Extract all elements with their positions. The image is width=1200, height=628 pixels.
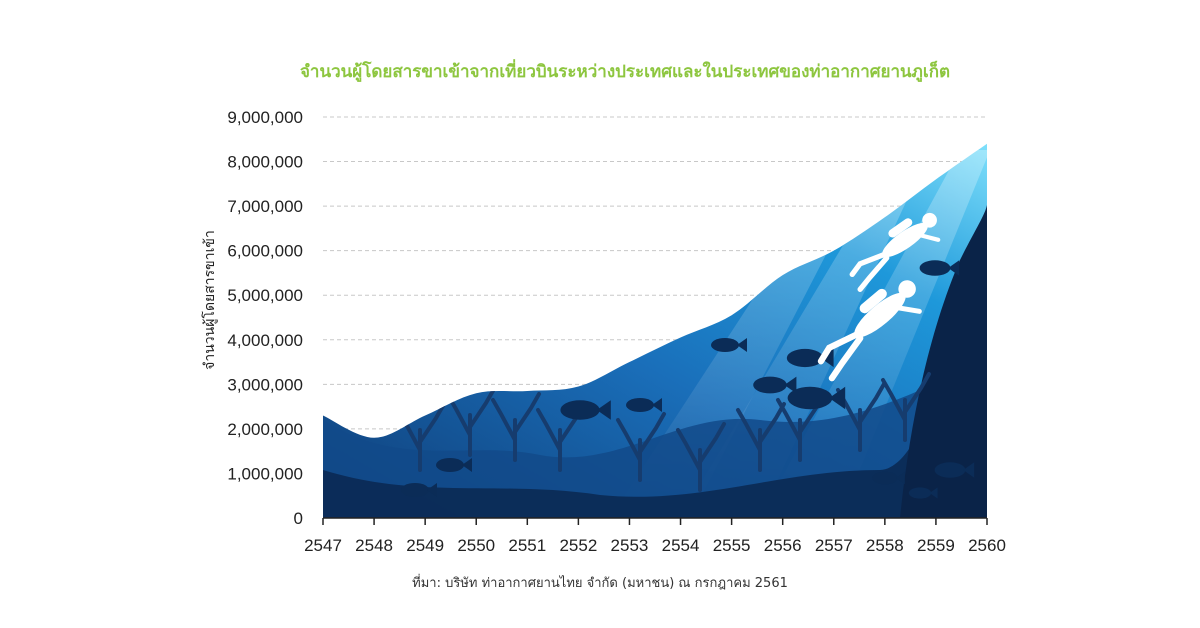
x-tick-label: 2550 <box>457 536 495 555</box>
fish-icon <box>711 338 747 352</box>
x-tick-label: 2549 <box>406 536 444 555</box>
fish-icon <box>787 386 846 410</box>
fish-icon <box>436 458 472 472</box>
diver-icon <box>849 212 941 293</box>
fish-icon <box>626 398 662 412</box>
fish-icon <box>753 376 797 394</box>
coral-icon <box>881 372 931 442</box>
x-tick-label: 2551 <box>508 536 546 555</box>
rock-cliff <box>900 205 987 518</box>
fish-icon <box>872 471 905 485</box>
x-tick-label: 2559 <box>917 536 955 555</box>
x-tick-label: 2548 <box>355 536 393 555</box>
y-tick-label: 1,000,000 <box>227 464 303 483</box>
coral-icon <box>736 402 786 472</box>
x-tick-label: 2555 <box>713 536 751 555</box>
fish-icon <box>786 348 834 368</box>
axes <box>322 517 988 525</box>
x-tick-label: 2560 <box>968 536 1006 555</box>
x-tick-label: 2554 <box>662 536 700 555</box>
x-tick-label: 2553 <box>611 536 649 555</box>
coral-icon <box>776 392 826 462</box>
coral-icon <box>616 412 666 482</box>
fish-icon <box>919 260 960 276</box>
tick-labels: 0 1,000,000 2,000,000 3,000,000 4,000,000 5,0… <box>227 108 1006 555</box>
underwater-decoration <box>323 150 987 518</box>
y-tick-label: 4,000,000 <box>227 331 303 350</box>
x-tick-label: 2558 <box>866 536 904 555</box>
y-tick-label: 7,000,000 <box>227 197 303 216</box>
fish-icon <box>934 462 975 478</box>
y-axis-label: จำนวนผู้โดยสารขาเข้า <box>201 230 218 370</box>
y-tick-label: 5,000,000 <box>227 286 303 305</box>
x-tick-label: 2552 <box>559 536 597 555</box>
x-tick-label: 2547 <box>304 536 342 555</box>
fish-icon <box>401 483 437 497</box>
source-note: ที่มา: บริษัท ท่าอากาศยานไทย จำกัด (มหาช… <box>412 576 788 591</box>
coral-icon <box>446 387 496 457</box>
chart-title: จำนวนผู้โดยสารขาเข้าจากเที่ยวบินระหว่างป… <box>299 62 951 82</box>
y-tick-label: 3,000,000 <box>227 375 303 394</box>
y-tick-label: 2,000,000 <box>227 420 303 439</box>
y-tick-label: 6,000,000 <box>227 242 303 261</box>
diver-icon <box>817 280 922 382</box>
coral-icon <box>396 402 446 472</box>
y-tick-label: 8,000,000 <box>227 153 303 172</box>
coral-icon <box>491 392 541 462</box>
x-tick-label: 2557 <box>815 536 853 555</box>
y-tick-label: 0 <box>294 509 303 528</box>
y-tick-label: 9,000,000 <box>227 108 303 127</box>
fish-icon <box>908 487 938 499</box>
coral-icon <box>836 382 886 452</box>
coral-icon <box>676 422 726 492</box>
x-tick-label: 2556 <box>764 536 802 555</box>
fish-icon <box>560 400 611 420</box>
coral-icon <box>536 402 586 472</box>
